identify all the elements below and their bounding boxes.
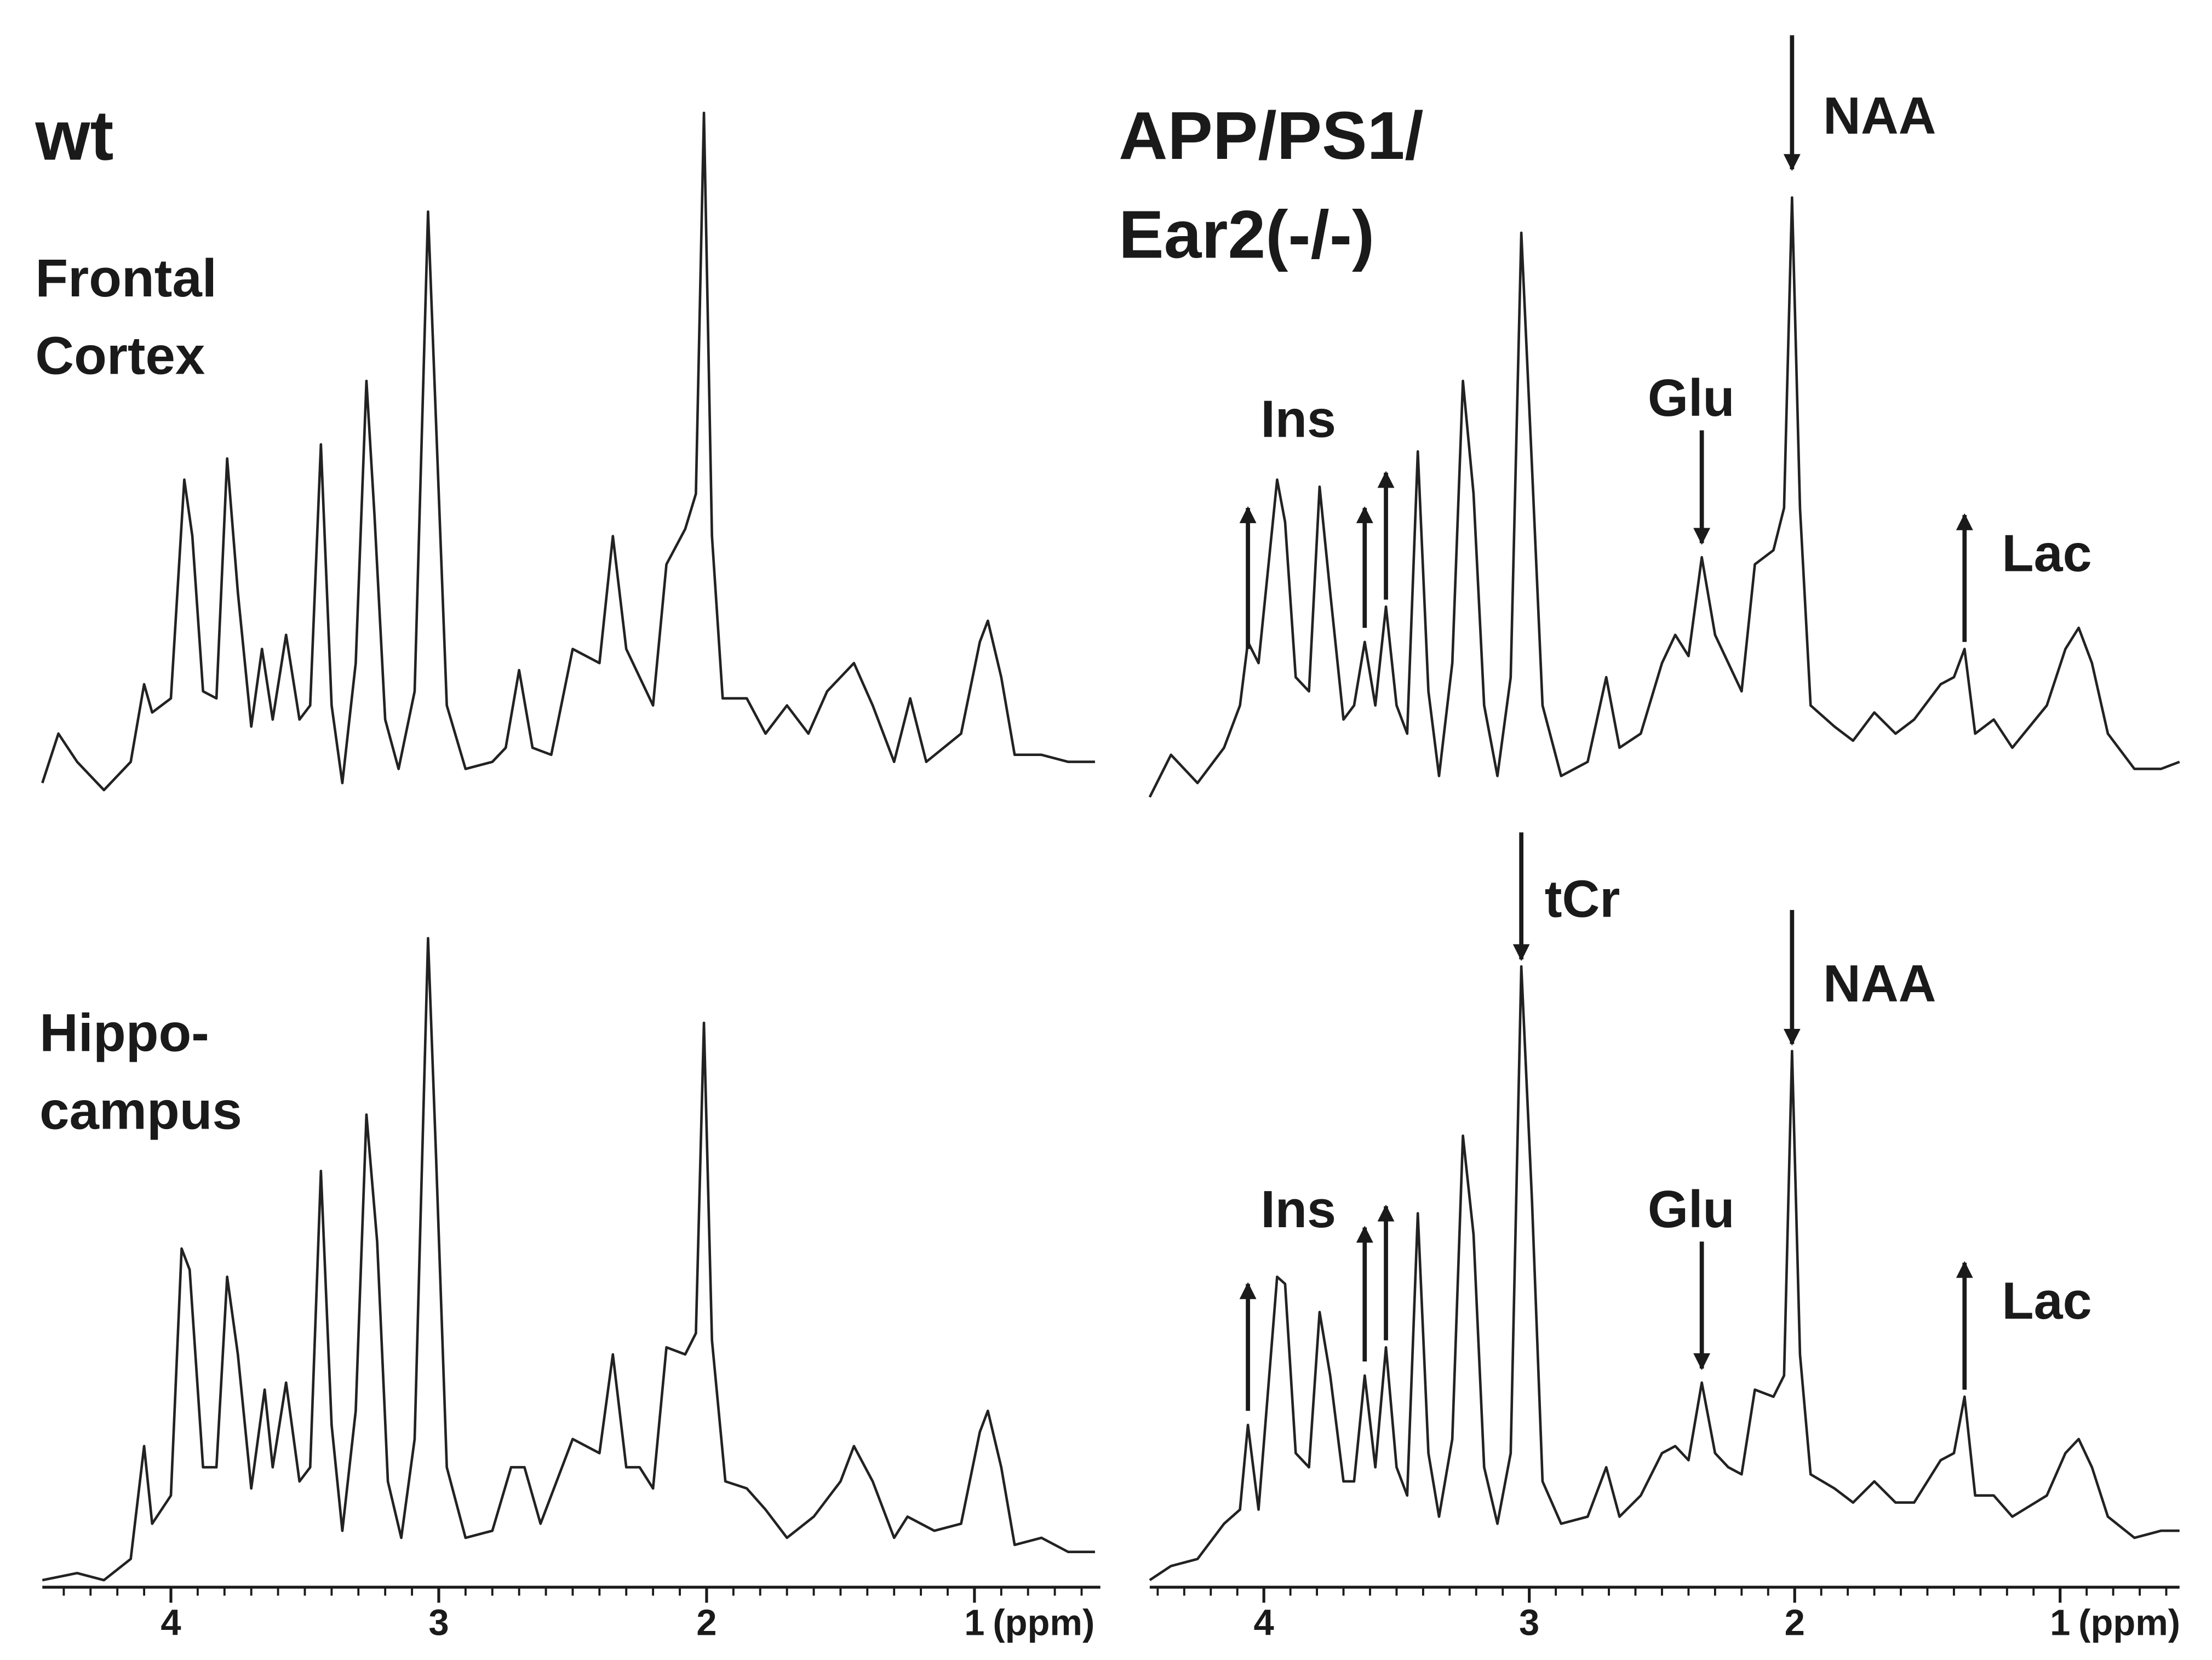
x-tick-label: 2 bbox=[696, 1602, 717, 1643]
region-label: Frontal bbox=[35, 248, 217, 308]
peak-label: Glu bbox=[1648, 369, 1735, 427]
x-tick-label: 1 bbox=[2050, 1602, 2070, 1643]
panel-title: wt bbox=[35, 96, 113, 175]
panel-title: Ear2(-/-) bbox=[1119, 197, 1374, 272]
peak-label: tCr bbox=[1545, 870, 1620, 928]
x-tick-label: 3 bbox=[1519, 1602, 1539, 1643]
peak-label: Glu bbox=[1648, 1181, 1735, 1239]
peak-label: NAA bbox=[1823, 955, 1936, 1013]
region-label: campus bbox=[39, 1080, 242, 1140]
x-tick-label: 2 bbox=[1785, 1602, 1805, 1643]
peak-label: Ins bbox=[1260, 1181, 1336, 1239]
spectrum bbox=[1148, 196, 2180, 798]
panel-title: APP/PS1/ bbox=[1119, 98, 1423, 174]
peak-label: Lac bbox=[2002, 1272, 2091, 1330]
spectrum bbox=[1149, 965, 2180, 1582]
region-label: Cortex bbox=[35, 325, 205, 386]
x-tick-label: 1 bbox=[964, 1602, 984, 1643]
region-label: Hippo- bbox=[39, 1003, 209, 1063]
x-tick-label: 3 bbox=[428, 1602, 449, 1643]
peak-label: Ins bbox=[1260, 391, 1336, 449]
spectrum bbox=[42, 937, 1095, 1582]
peak-label: Lac bbox=[2002, 524, 2091, 582]
x-tick-label: 4 bbox=[161, 1602, 181, 1643]
x-tick-label: 4 bbox=[1254, 1602, 1274, 1643]
x-axis-label: (ppm) bbox=[993, 1602, 1094, 1643]
x-axis-label: (ppm) bbox=[2078, 1602, 2180, 1643]
peak-label: NAA bbox=[1823, 87, 1936, 145]
spectrum bbox=[41, 111, 1095, 792]
